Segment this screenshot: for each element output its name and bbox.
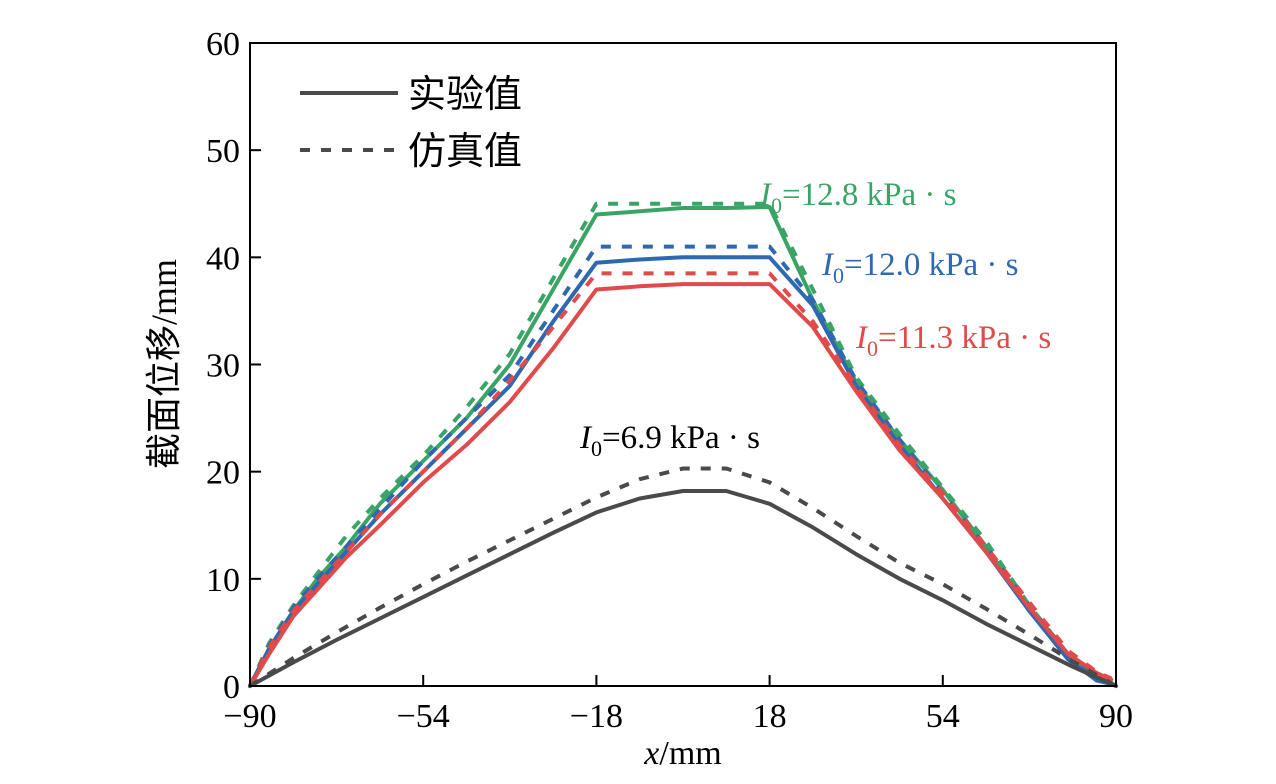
group-label-12-0: I0=12.0 kPa · s bbox=[821, 247, 1018, 288]
y-tick-label: 0 bbox=[223, 669, 240, 706]
x-axis-label: x/mm bbox=[643, 735, 721, 772]
tick-layer: −90 −54 −18 18 54 90 0 10 20 30 40 50 60 bbox=[206, 26, 1133, 735]
legend-label-experimental: 实验值 bbox=[408, 74, 522, 116]
x-tick-label: −54 bbox=[397, 698, 450, 735]
legend: 实验值 仿真值 bbox=[300, 74, 522, 173]
y-tick-label: 60 bbox=[206, 26, 240, 63]
x-tick-label: −90 bbox=[223, 698, 276, 735]
y-tick-label: 30 bbox=[206, 348, 240, 385]
group-label-12-8: I0=12.8 kPa · s bbox=[759, 177, 956, 218]
legend-label-simulated: 仿真值 bbox=[408, 131, 522, 173]
y-tick-label: 20 bbox=[206, 455, 240, 492]
series-line-experimental-2 bbox=[248, 282, 1114, 688]
y-tick-label: 40 bbox=[206, 240, 240, 277]
x-tick-label: 54 bbox=[926, 698, 960, 735]
series-line-experimental-3 bbox=[248, 489, 1118, 688]
group-label-6-9: I0=6.9 kPa · s bbox=[579, 420, 760, 461]
series-layer bbox=[248, 201, 1118, 688]
y-axis-label: 截面位移/mm bbox=[144, 259, 184, 469]
x-tick-label: −18 bbox=[570, 698, 623, 735]
x-tick-label: 18 bbox=[753, 698, 787, 735]
series-line-simulated-3 bbox=[248, 466, 1117, 688]
series-line-simulated-2 bbox=[248, 271, 1113, 687]
y-tick-label: 10 bbox=[206, 562, 240, 599]
x-tick-label: 90 bbox=[1099, 698, 1133, 735]
series-line-simulated-0 bbox=[248, 201, 1112, 687]
group-label-11-3: I0=11.3 kPa · s bbox=[855, 320, 1051, 361]
plot-frame bbox=[249, 42, 1117, 687]
y-tick-label: 50 bbox=[206, 133, 240, 170]
